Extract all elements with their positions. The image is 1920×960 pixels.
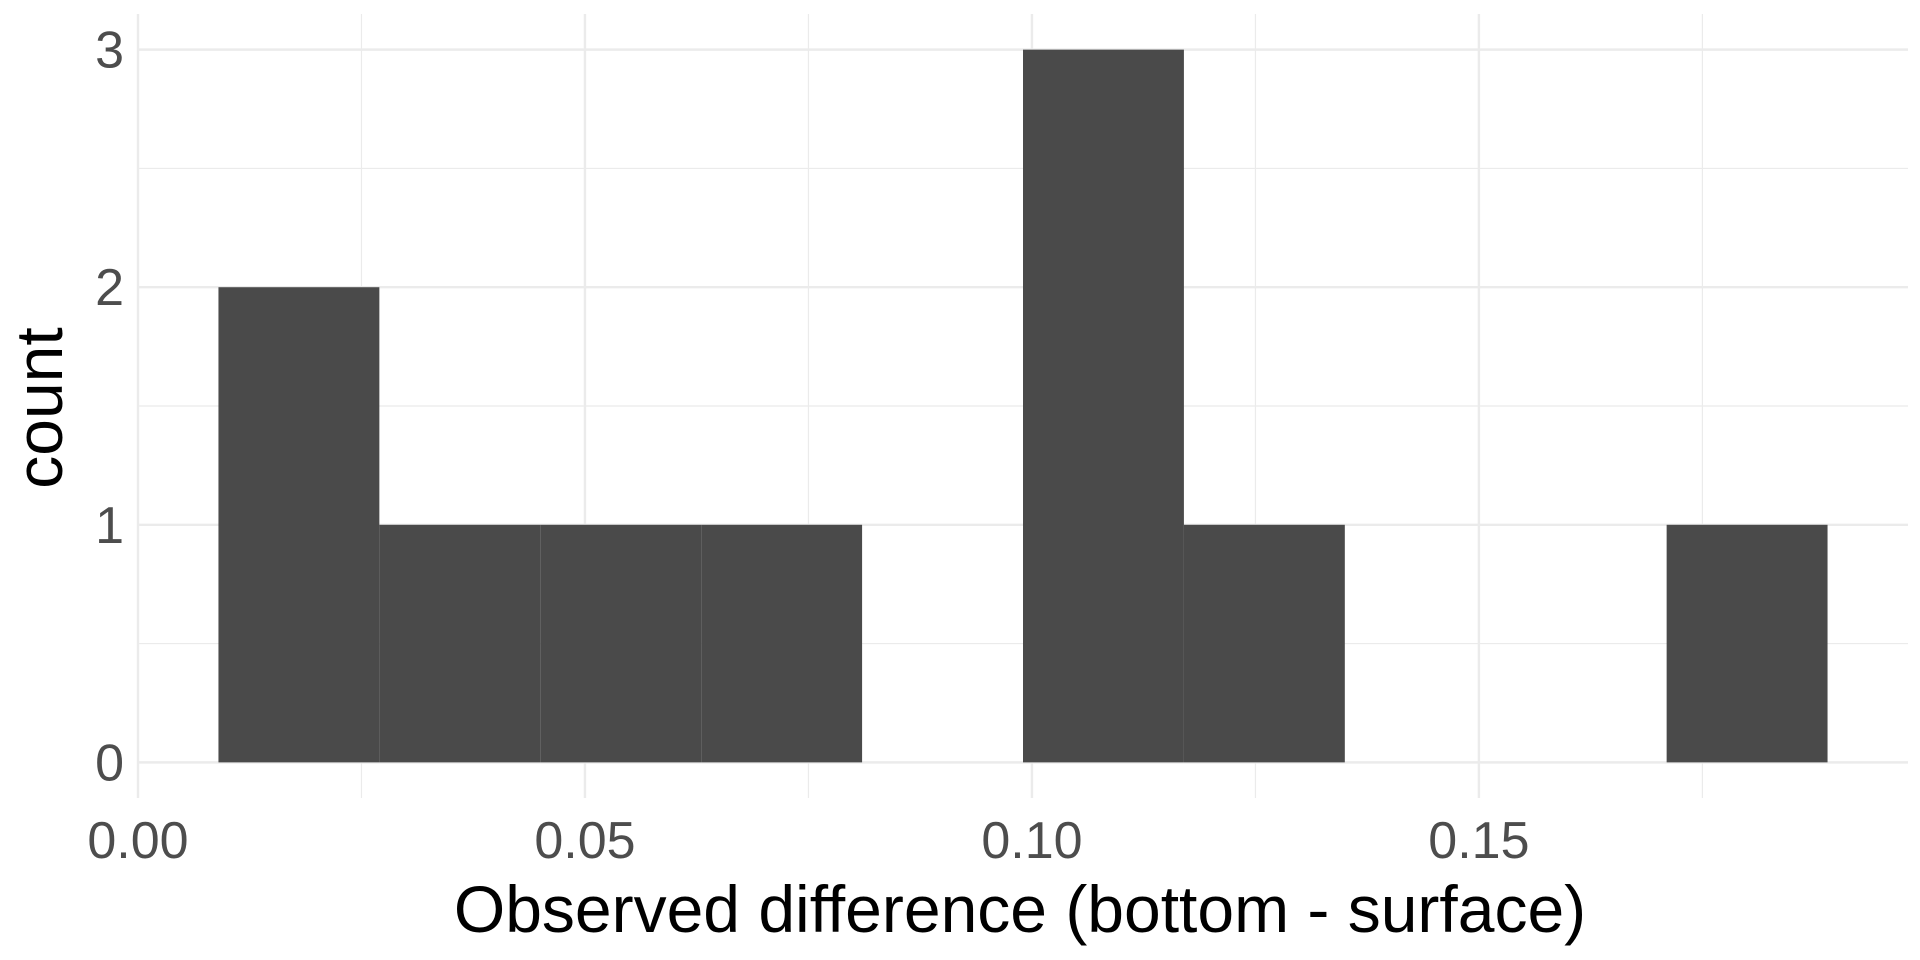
histogram-bar-5 xyxy=(1023,49,1184,763)
y-tick-label: 0 xyxy=(95,734,124,792)
x-tick-label: 0.15 xyxy=(1428,812,1529,870)
x-tick-label: 0.00 xyxy=(87,812,188,870)
x-axis-tick-labels: 0.00 0.05 0.10 0.15 xyxy=(87,812,1529,870)
histogram-bar-3 xyxy=(701,524,863,763)
y-axis-tick-labels: 0 1 2 3 xyxy=(95,22,124,793)
histogram-bar-0 xyxy=(218,287,380,763)
x-tick-label: 0.10 xyxy=(981,812,1082,870)
x-tick-label: 0.05 xyxy=(534,812,635,870)
y-tick-label: 1 xyxy=(95,497,124,555)
x-axis-title: Observed difference (bottom - surface) xyxy=(454,872,1586,946)
histogram-bar-6 xyxy=(1183,524,1345,763)
y-tick-label: 2 xyxy=(95,259,124,317)
histogram-bar-1 xyxy=(379,524,541,763)
y-tick-label: 3 xyxy=(95,22,124,80)
histogram-bar-9 xyxy=(1666,524,1828,763)
histogram-bars xyxy=(218,49,1828,763)
y-axis-title: count xyxy=(2,327,76,488)
histogram-bar-2 xyxy=(540,524,702,763)
